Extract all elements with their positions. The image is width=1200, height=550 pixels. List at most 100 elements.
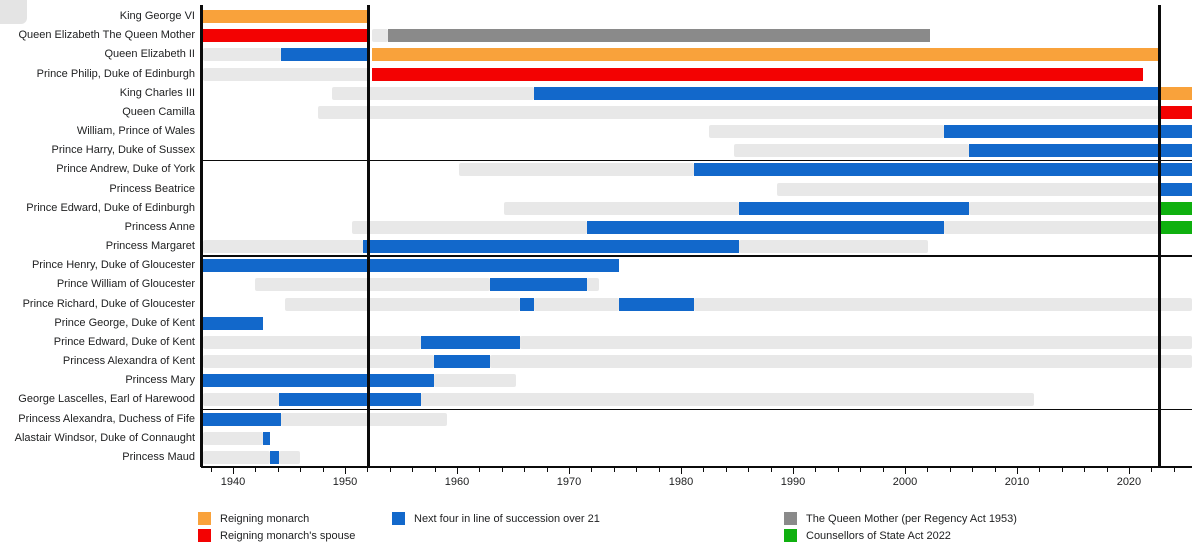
bar-segment-alive	[733, 144, 969, 158]
row-label: Prince Henry, Duke of Gloucester	[31, 259, 195, 272]
event-line-accession-of-charles-iii	[1157, 5, 1161, 467]
legend-label: Reigning monarch's spouse	[220, 530, 356, 542]
x-axis-tick-label: 1980	[668, 476, 694, 488]
x-axis-major-tick	[680, 467, 682, 474]
bar-segment-succession	[490, 278, 588, 292]
x-axis-major-tick	[792, 467, 794, 474]
bar-segment-alive	[587, 278, 599, 292]
row-label: Prince Andrew, Duke of York	[56, 163, 195, 176]
legend-swatch-monarch	[198, 512, 211, 525]
x-axis-minor-tick	[591, 467, 593, 472]
bar-segment-alive	[254, 278, 491, 292]
bar-segment-alive	[278, 450, 300, 464]
x-axis-minor-tick	[255, 467, 257, 472]
bar-segment-succession	[203, 316, 263, 330]
bar-segment-succession	[278, 393, 421, 407]
row-label: Queen Elizabeth The Queen Mother	[18, 29, 195, 42]
x-axis-minor-tick	[1106, 467, 1108, 472]
event-line-accession-of-elizabeth-ii	[367, 5, 371, 467]
x-axis-minor-tick	[860, 467, 862, 472]
x-axis-major-tick	[568, 467, 570, 474]
chart-left-border	[200, 5, 203, 467]
row-label: Prince Harry, Duke of Sussex	[51, 144, 195, 157]
bar-segment-alive	[203, 393, 279, 407]
bar-segment-alive	[968, 201, 1160, 215]
bar-segment-alive	[490, 355, 1192, 369]
x-axis-tick-label: 1970	[556, 476, 582, 488]
bar-segment-succession	[739, 201, 969, 215]
bar-segment-succession	[420, 335, 521, 349]
row-label: Princess Alexandra, Duchess of Fife	[18, 412, 195, 425]
bar-segment-alive	[203, 48, 282, 62]
bar-segment-succession	[262, 431, 271, 445]
bar-segment-monarch	[1161, 86, 1192, 100]
bar-segment-succession	[533, 86, 1160, 100]
legend-label: Reigning monarch	[220, 513, 310, 525]
x-axis-major-tick	[233, 467, 234, 474]
x-axis-minor-tick	[546, 467, 548, 472]
x-axis-minor-tick	[501, 467, 503, 472]
row-label: Princess Mary	[125, 374, 195, 387]
row-label: Princess Maud	[122, 450, 195, 463]
x-axis-tick-label: 2010	[1004, 476, 1030, 488]
bar-segment-alive	[943, 220, 1160, 234]
x-axis-tick-label: 2020	[1116, 476, 1142, 488]
bar-segment-succession	[434, 355, 491, 369]
legend-swatch-queen_mother	[784, 512, 797, 525]
bar-segment-spouse	[1161, 105, 1192, 119]
row-label: William, Prince of Wales	[76, 125, 195, 137]
row-label: Prince Philip, Duke of Edinburgh	[36, 67, 195, 80]
x-axis-minor-tick	[972, 467, 974, 472]
x-axis-major-tick	[904, 467, 906, 474]
x-axis-minor-tick	[994, 467, 996, 472]
x-axis-minor-tick	[367, 467, 369, 472]
row-label: Queen Elizabeth II	[104, 48, 195, 61]
x-axis-minor-tick	[837, 467, 839, 472]
row-label: George Lascelles, Earl of Harewood	[18, 393, 195, 406]
bar-segment-alive	[533, 297, 619, 311]
x-axis-minor-tick	[524, 467, 526, 472]
bar-segment-alive	[372, 29, 389, 43]
x-axis-minor-tick	[636, 467, 638, 472]
group-divider	[203, 159, 1192, 162]
x-axis-minor-tick	[479, 467, 481, 472]
x-axis-minor-tick	[815, 467, 817, 472]
legend-swatch-spouse	[198, 529, 211, 542]
x-axis-minor-tick	[613, 467, 615, 472]
x-axis-minor-tick	[748, 467, 750, 472]
bar-segment-succession	[363, 240, 740, 254]
bar-segment-alive	[332, 86, 534, 100]
bar-segment-spouse	[203, 29, 369, 43]
x-axis-tick-label: 1940	[220, 476, 246, 488]
bar-segment-alive	[203, 67, 369, 81]
bar-segment-monarch	[372, 48, 1160, 62]
row-label: King Charles III	[119, 86, 195, 99]
bar-segment-alive	[351, 220, 588, 234]
legend-label: Counsellors of State Act 2022	[806, 530, 951, 542]
bar-segment-succession	[968, 144, 1192, 158]
bar-segment-succession	[203, 374, 435, 388]
bar-segment-succession	[203, 412, 282, 426]
row-label: Princess Alexandra of Kent	[62, 355, 195, 367]
row-label: Prince Richard, Duke of Gloucester	[22, 297, 195, 310]
bar-segment-act2022	[1161, 201, 1192, 215]
bar-segment-succession	[618, 297, 694, 311]
plot-area: 1940 1950 1960 1970 1980 1990 2000 2010 2020	[201, 0, 1192, 488]
x-axis-minor-tick	[1151, 467, 1153, 472]
bar-segment-alive	[503, 201, 740, 215]
x-axis-minor-tick	[658, 467, 660, 472]
bar-segment-alive	[458, 163, 694, 177]
x-axis-minor-tick	[949, 467, 951, 472]
row-label: Queen Camilla	[122, 105, 195, 118]
x-axis-minor-tick	[1039, 467, 1041, 472]
x-axis-minor-tick	[389, 467, 391, 472]
bar-segment-succession	[270, 450, 279, 464]
row-label: King George VI	[119, 10, 195, 22]
bar-segment-alive	[434, 374, 516, 388]
bar-segment-act2022	[1161, 220, 1192, 234]
bar-segment-succession	[693, 163, 1192, 177]
x-axis-major-tick	[1128, 467, 1130, 474]
row-label: Alastair Windsor, Duke of Connaught	[14, 431, 195, 444]
row-label: Prince George, Duke of Kent	[54, 316, 195, 329]
